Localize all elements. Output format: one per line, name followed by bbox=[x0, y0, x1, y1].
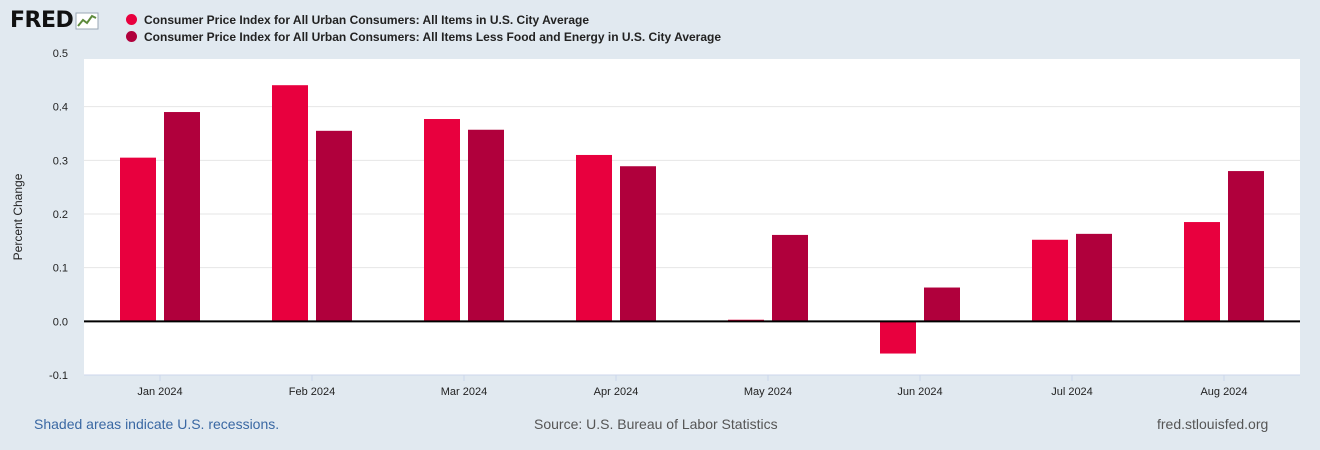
legend-label: Consumer Price Index for All Urban Consu… bbox=[144, 12, 589, 27]
bar[interactable] bbox=[164, 112, 200, 322]
legend-swatch bbox=[126, 14, 137, 25]
x-tick-label: May 2024 bbox=[744, 386, 792, 398]
legend-label: Consumer Price Index for All Urban Consu… bbox=[144, 29, 722, 44]
legend-swatch bbox=[126, 31, 137, 42]
x-tick-label: Jul 2024 bbox=[1051, 386, 1093, 398]
legend-item-core[interactable]: Consumer Price Index for All Urban Consu… bbox=[126, 28, 721, 45]
x-tick-label: Jan 2024 bbox=[137, 386, 182, 398]
bar[interactable] bbox=[1032, 239, 1068, 322]
fred-logo[interactable]: FRED bbox=[10, 8, 99, 33]
source-text: Source: U.S. Bureau of Labor Statistics bbox=[534, 416, 778, 432]
chart-legend: Consumer Price Index for All Urban Consu… bbox=[126, 11, 721, 45]
bar[interactable] bbox=[576, 154, 612, 322]
x-tick-label: Aug 2024 bbox=[1200, 386, 1247, 398]
bar[interactable] bbox=[1076, 233, 1112, 322]
bar[interactable] bbox=[120, 157, 156, 322]
bar[interactable] bbox=[316, 130, 352, 322]
bar[interactable] bbox=[1184, 222, 1220, 322]
bar[interactable] bbox=[424, 119, 460, 322]
x-tick-label: Mar 2024 bbox=[441, 386, 487, 398]
bar[interactable] bbox=[924, 287, 960, 322]
recession-note-link[interactable]: Shaded areas indicate U.S. recessions. bbox=[34, 416, 280, 432]
bar[interactable] bbox=[272, 85, 308, 322]
y-tick-label: 0.2 bbox=[53, 209, 68, 221]
y-tick-label: 0.1 bbox=[53, 263, 68, 275]
y-tick-label: 0.0 bbox=[53, 316, 68, 328]
x-tick-label: Feb 2024 bbox=[289, 386, 335, 398]
y-axis-label: Percent Change bbox=[11, 173, 25, 260]
y-tick-label: -0.1 bbox=[49, 370, 68, 382]
y-tick-label: 0.3 bbox=[53, 155, 68, 167]
bar[interactable] bbox=[620, 166, 656, 322]
bar[interactable] bbox=[880, 321, 916, 354]
bar[interactable] bbox=[468, 129, 504, 322]
legend-item-all-items[interactable]: Consumer Price Index for All Urban Consu… bbox=[126, 11, 721, 28]
bar[interactable] bbox=[1228, 171, 1264, 322]
fred-site-link[interactable]: fred.stlouisfed.org bbox=[1157, 416, 1269, 432]
chart-line-icon bbox=[75, 12, 99, 29]
x-tick-label: Apr 2024 bbox=[594, 386, 639, 398]
y-tick-label: 0.4 bbox=[53, 102, 68, 114]
x-tick-label: Jun 2024 bbox=[897, 386, 942, 398]
bar[interactable] bbox=[772, 234, 808, 322]
fred-logo-text: FRED bbox=[10, 8, 74, 33]
y-tick-label: 0.5 bbox=[53, 48, 68, 60]
